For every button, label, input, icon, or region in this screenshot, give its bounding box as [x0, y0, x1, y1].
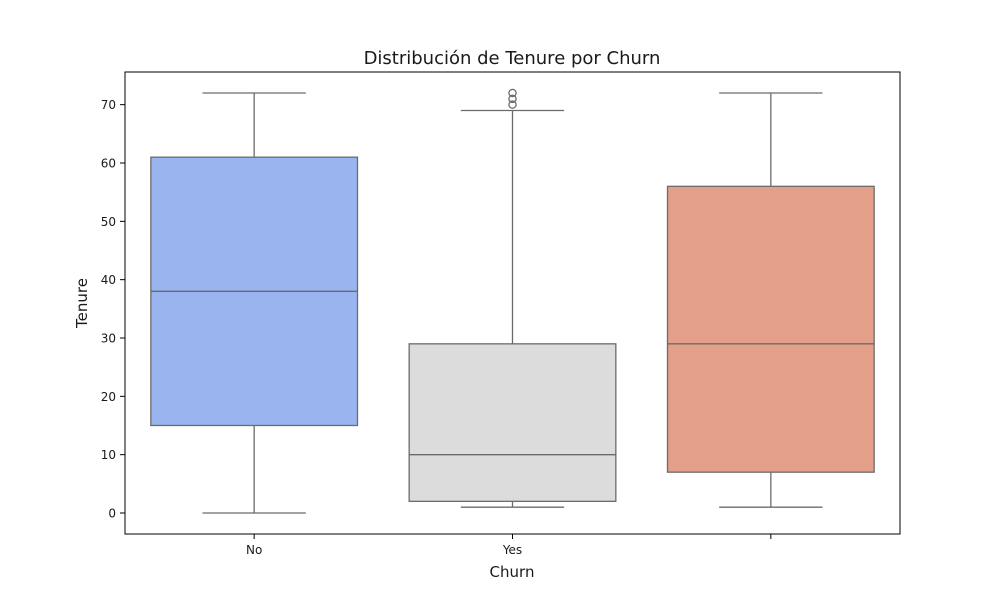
y-tick-label: 10 — [101, 448, 116, 462]
x-axis: No Yes — [246, 534, 772, 557]
iqr-box — [408, 343, 617, 502]
y-tick-label: 30 — [101, 332, 116, 346]
x-tick-label: No — [246, 543, 262, 557]
x-tick-label: Yes — [502, 543, 522, 557]
outlier-point — [508, 94, 517, 104]
outlier-point — [508, 100, 517, 109]
y-tick-label: 60 — [101, 157, 116, 171]
y-tick-label: 40 — [101, 273, 116, 287]
y-tick-label: 50 — [101, 215, 116, 229]
y-axis-label: Tenure — [73, 278, 91, 329]
chart-title: Distribución de Tenure por Churn — [364, 48, 661, 69]
y-tick-label: 20 — [101, 390, 116, 404]
y-axis: 0 10 20 30 40 50 60 70 — [101, 98, 125, 521]
y-tick-label: 70 — [101, 98, 116, 112]
box-group — [666, 92, 875, 508]
y-tick-label: 0 — [108, 507, 116, 521]
iqr-box — [666, 185, 875, 473]
outlier-point — [508, 88, 517, 98]
box-group — [150, 92, 359, 514]
x-axis-label: Churn — [490, 563, 535, 581]
box-series — [150, 88, 875, 514]
box-group — [408, 88, 617, 508]
